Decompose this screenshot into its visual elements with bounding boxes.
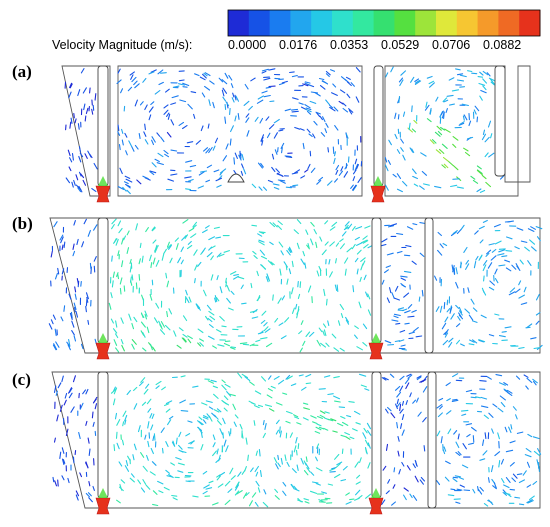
inlet-nozzle	[95, 342, 111, 360]
inlet-jet	[98, 333, 108, 343]
colorbar-swatch	[436, 10, 458, 36]
baffle-wall	[424, 217, 434, 354]
baffle-wall	[371, 371, 382, 499]
colorbar-swatch	[415, 10, 437, 36]
panel-c	[51, 371, 542, 515]
panel-label-c: (c)	[12, 370, 31, 389]
colorbar-tick-5: 0.0882	[483, 38, 522, 52]
inlet-nozzle	[368, 342, 384, 360]
inlet-nozzle	[95, 497, 111, 515]
colorbar-swatch	[456, 10, 479, 36]
colorbar-swatch	[519, 10, 541, 36]
colorbar-tick-1: 0.0176	[279, 38, 318, 52]
panel-b	[48, 217, 543, 360]
baffle-wall	[97, 65, 109, 187]
panels	[48, 65, 543, 515]
inlet-nozzle	[368, 497, 384, 515]
colorbar-swatch	[290, 10, 312, 36]
baffle-wall	[494, 65, 506, 177]
inlet-jet	[98, 488, 108, 498]
colorbar-swatch	[477, 10, 499, 36]
colorbar-tick-4: 0.0706	[432, 38, 471, 52]
panel-a	[61, 65, 531, 203]
colorbar-swatch	[352, 10, 375, 36]
inlet-nozzle	[95, 185, 111, 203]
panel-label-a: (a)	[12, 62, 32, 81]
colorbar-swatch	[498, 10, 520, 36]
velocity-vectors	[48, 218, 543, 353]
floor-bump	[227, 173, 245, 183]
velocity-vectors	[52, 372, 542, 508]
colorbar-swatch	[269, 10, 291, 36]
colorbar-swatch	[332, 10, 354, 36]
colorbar-frame	[227, 9, 541, 37]
inlet-jet	[371, 488, 381, 498]
colorbar-tick-0: 0.0000	[228, 38, 267, 52]
colorbar-tick-2: 0.0353	[330, 38, 369, 52]
colorbar-swatch	[394, 10, 416, 36]
colorbar-swatch	[228, 10, 250, 36]
velocity-vectors	[64, 66, 505, 195]
inlet-nozzle	[370, 185, 386, 203]
colorbar-swatch	[248, 10, 271, 36]
inlet-jet	[373, 176, 383, 186]
inlet-jet	[98, 176, 108, 186]
colorbar-swatch	[311, 10, 333, 36]
baffle-wall	[371, 217, 382, 344]
baffle-wall	[97, 217, 109, 344]
colorbar-tick-3: 0.0529	[381, 38, 420, 52]
baffle-wall	[373, 65, 384, 187]
colorbar	[227, 9, 541, 37]
baffle-wall	[427, 371, 437, 509]
inlet-jet	[371, 333, 381, 343]
colorbar-title: Velocity Magnitude (m/s):	[52, 38, 193, 52]
colorbar-swatch	[373, 10, 395, 36]
panel-label-b: (b)	[12, 214, 33, 233]
baffle-wall	[97, 371, 109, 499]
